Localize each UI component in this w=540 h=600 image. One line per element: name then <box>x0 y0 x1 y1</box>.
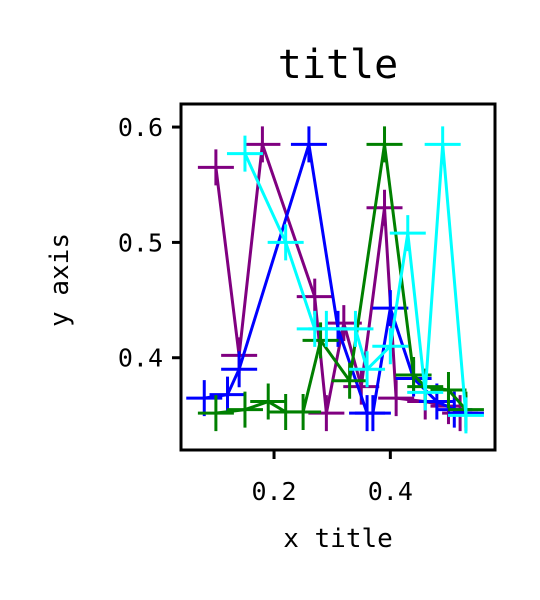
data-point <box>447 397 484 434</box>
data-point <box>407 374 444 411</box>
data-point <box>354 395 391 432</box>
data-point <box>244 126 281 163</box>
data-point <box>290 126 327 163</box>
data-point <box>372 290 409 327</box>
data-point <box>389 215 426 252</box>
y-tick-label: 0.5 <box>118 228 163 257</box>
data-point <box>296 278 333 315</box>
x-tick-label: 0.2 <box>251 477 296 506</box>
data-point <box>197 149 234 186</box>
axes: 0.2 0.4 0.4 0.5 0.6 <box>118 102 497 506</box>
data-point <box>250 383 287 420</box>
data-point <box>366 189 403 226</box>
data-point <box>337 310 374 347</box>
series-line <box>243 142 468 416</box>
series-4 <box>226 126 484 434</box>
chart-title: title <box>278 42 398 88</box>
series-line <box>215 142 468 415</box>
data-point <box>378 380 415 417</box>
data-point <box>267 224 304 261</box>
data-point <box>285 393 322 430</box>
data-point <box>226 391 263 428</box>
y-tick-label: 0.4 <box>118 344 163 373</box>
data-point <box>372 328 409 365</box>
data-point <box>197 395 234 432</box>
data-point <box>209 376 246 413</box>
x-axis-label: x title <box>283 524 393 554</box>
data-point <box>366 126 403 163</box>
y-axis-label: y axis <box>45 233 75 327</box>
data-point <box>349 351 386 388</box>
y-tick-label: 0.6 <box>118 113 163 142</box>
data-point <box>430 372 467 409</box>
plot-area <box>186 126 484 434</box>
x-tick-label: 0.4 <box>368 477 413 506</box>
data-point <box>424 126 461 163</box>
data-point <box>221 351 258 388</box>
data-point <box>226 135 263 172</box>
plot-frame <box>179 102 497 452</box>
